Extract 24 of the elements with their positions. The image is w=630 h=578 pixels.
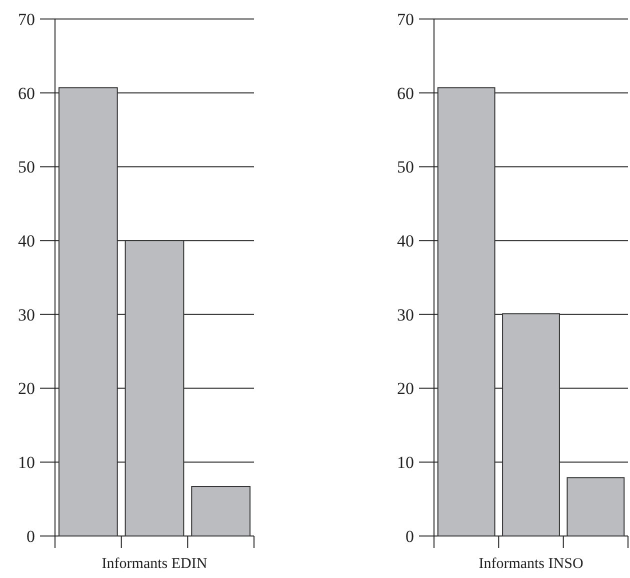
bar bbox=[566, 477, 625, 536]
y-tick-label: 40 bbox=[397, 232, 414, 251]
y-tick-label: 10 bbox=[18, 453, 35, 472]
bar bbox=[58, 87, 118, 536]
y-tick-label: 60 bbox=[397, 84, 414, 103]
bar bbox=[437, 87, 496, 536]
y-tick-label: 40 bbox=[18, 232, 35, 251]
y-tick-label: 50 bbox=[18, 158, 35, 177]
bar bbox=[191, 486, 251, 536]
y-tick-label: 0 bbox=[406, 526, 414, 546]
y-tick-label: 10 bbox=[397, 453, 414, 472]
x-axis-title: Informants EDIN bbox=[102, 556, 208, 572]
x-axis-title: Informants INSO bbox=[478, 556, 584, 572]
y-tick-label: 20 bbox=[397, 379, 414, 398]
y-tick-label: 20 bbox=[18, 379, 35, 398]
y-tick-label: 30 bbox=[397, 305, 414, 324]
bar bbox=[124, 240, 184, 536]
bar bbox=[502, 313, 560, 536]
y-tick-label: 70 bbox=[397, 10, 414, 29]
y-tick-label: 30 bbox=[18, 305, 35, 324]
y-tick-label: 50 bbox=[397, 158, 414, 177]
y-tick-label: 60 bbox=[18, 84, 35, 103]
y-tick-label: 0 bbox=[26, 526, 35, 546]
y-tick-label: 70 bbox=[18, 10, 35, 29]
